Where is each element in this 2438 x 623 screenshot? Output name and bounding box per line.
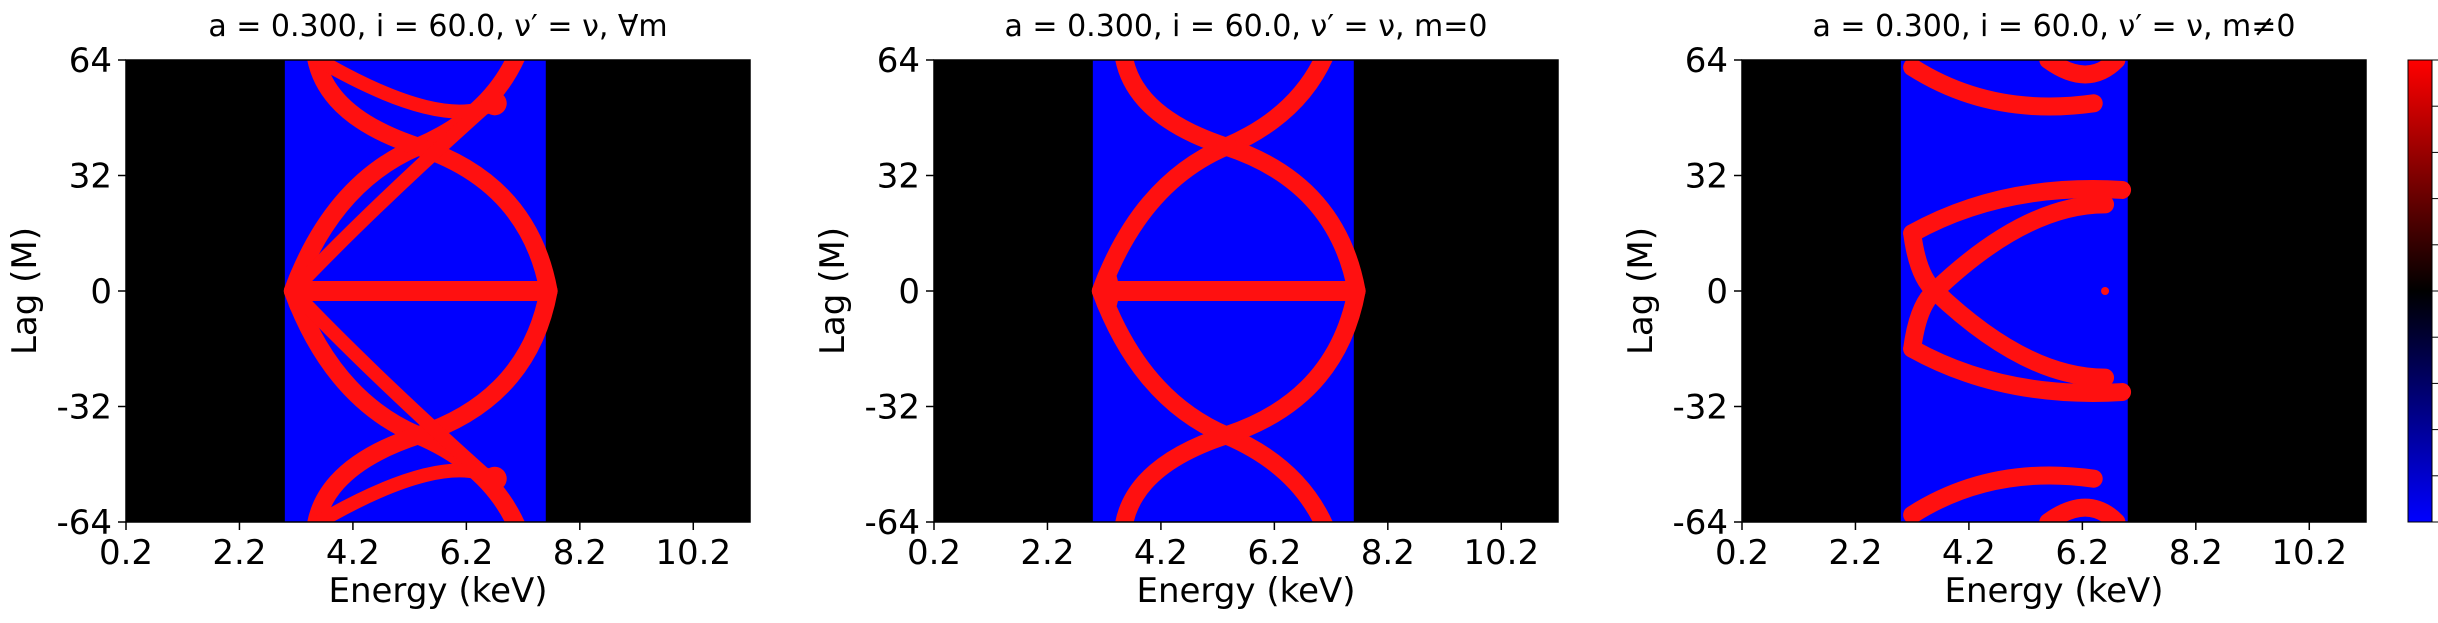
panel-2-xlabel: Energy (keV) — [1136, 571, 1355, 611]
ridge-arc — [1903, 60, 2103, 116]
panel-3-ylabel: Lag (M) — [1621, 227, 1661, 355]
y-tick-label: 0 — [1706, 272, 1728, 312]
ridge-star — [482, 466, 507, 491]
ridge-arc — [2039, 60, 2126, 84]
y-tick-label: 0 — [90, 272, 112, 312]
colorbar — [2407, 59, 2438, 523]
panel-2-plot — [1091, 60, 1366, 522]
panel-3-xlabel: Energy (keV) — [1944, 571, 2163, 611]
panel-3-axes: 0.2 2.2 4.2 6.2 8.2 10.2 64 32 0 -32 -64 — [1672, 41, 2367, 573]
panel-1-axes: 0.2 2.2 4.2 6.2 8.2 10.2 64 32 0 -32 -64 — [56, 41, 751, 573]
colorbar-gradient — [2407, 59, 2433, 523]
ridge-arc — [1903, 466, 2103, 522]
ridge-arc — [307, 282, 558, 522]
x-tick-label: 2.2 — [212, 533, 266, 573]
x-tick-label: 6.2 — [2055, 533, 2109, 573]
x-tick-label: 10.2 — [655, 533, 731, 573]
x-tick-label: 10.2 — [2271, 533, 2347, 573]
panel-content — [1900, 60, 2132, 522]
x-tick-label: 8.2 — [2169, 533, 2223, 573]
ridge-arc-inner — [285, 96, 497, 298]
y-tick-label: -32 — [56, 388, 112, 428]
zero-lag-ridge — [292, 281, 546, 301]
panel-1-ylabel: Lag (M) — [5, 227, 45, 355]
x-tick-label: 2.2 — [1020, 533, 1074, 573]
x-tick-label: 0.2 — [1715, 533, 1769, 573]
y-tick-label: 64 — [877, 41, 920, 81]
ridge-arc — [1903, 224, 2115, 387]
y-tick-label: 32 — [877, 157, 920, 197]
panel-1-plot — [283, 60, 558, 522]
x-tick-label: 2.2 — [1828, 533, 1882, 573]
y-tick-label: -32 — [864, 388, 920, 428]
panel-3-title: a = 0.300, i = 60.0, ν′ = ν, m≠0 — [1812, 9, 2295, 44]
ridge-arc — [2039, 498, 2126, 522]
y-tick-label: -32 — [1672, 388, 1728, 428]
panel-3-plot — [1900, 60, 2132, 522]
ridge-arc-inner — [311, 60, 502, 119]
colorbar-ticks — [2432, 59, 2438, 523]
panel-content — [283, 60, 558, 522]
y-tick-label: -64 — [864, 503, 920, 543]
ridge-dot — [2101, 287, 2110, 295]
y-tick-label: 0 — [898, 272, 920, 312]
ridge-arc — [307, 60, 558, 300]
ridge-arc — [1903, 180, 2132, 243]
panel-2-ylabel: Lag (M) — [813, 227, 853, 355]
y-tick-label: 32 — [1685, 157, 1728, 197]
panel-2-title: a = 0.300, i = 60.0, ν′ = ν, m=0 — [1004, 9, 1487, 44]
ridge-arc — [1115, 282, 1366, 522]
panel-3: a = 0.300, i = 60.0, ν′ = ν, m≠0 0.2 2.2 4… — [1621, 9, 2367, 611]
y-tick-label: 64 — [69, 41, 112, 81]
panel-content — [1091, 60, 1366, 522]
x-tick-label: 4.2 — [1134, 533, 1188, 573]
ridge-arc — [1115, 60, 1366, 300]
zero-lag-ridge — [1100, 281, 1354, 301]
ridge-arc — [1903, 339, 2132, 402]
x-tick-label: 6.2 — [439, 533, 493, 573]
panel-2: a = 0.300, i = 60.0, ν′ = ν, m=0 0.2 2.2 4… — [813, 9, 1559, 611]
y-tick-label: 32 — [69, 157, 112, 197]
y-tick-label: 64 — [1685, 41, 1728, 81]
panel-2-axes: 0.2 2.2 4.2 6.2 8.2 10.2 64 32 0 -32 -64 — [864, 41, 1559, 573]
zero-lag-knot — [286, 265, 311, 317]
ridge-arc-inner — [285, 284, 497, 486]
panel-1-xlabel: Energy (keV) — [328, 571, 547, 611]
x-tick-label: 4.2 — [326, 533, 380, 573]
ridge-arc-inner — [311, 463, 502, 522]
ridge-star — [482, 91, 507, 116]
ridge-arc — [1903, 195, 2115, 358]
x-tick-label: 8.2 — [553, 533, 607, 573]
panel-1: a = 0.300, i = 60.0, ν′ = ν, ∀m 0.2 2.2 4.… — [5, 9, 751, 611]
y-tick-label: -64 — [56, 503, 112, 543]
x-tick-label: 6.2 — [1247, 533, 1301, 573]
y-tick-label: -64 — [1672, 503, 1728, 543]
x-tick-label: 8.2 — [1361, 533, 1415, 573]
panel-1-title: a = 0.300, i = 60.0, ν′ = ν, ∀m — [208, 9, 667, 44]
x-tick-label: 0.2 — [907, 533, 961, 573]
x-tick-label: 4.2 — [1942, 533, 1996, 573]
x-tick-label: 10.2 — [1463, 533, 1539, 573]
x-tick-label: 0.2 — [99, 533, 153, 573]
zero-lag-knot — [1094, 265, 1119, 317]
